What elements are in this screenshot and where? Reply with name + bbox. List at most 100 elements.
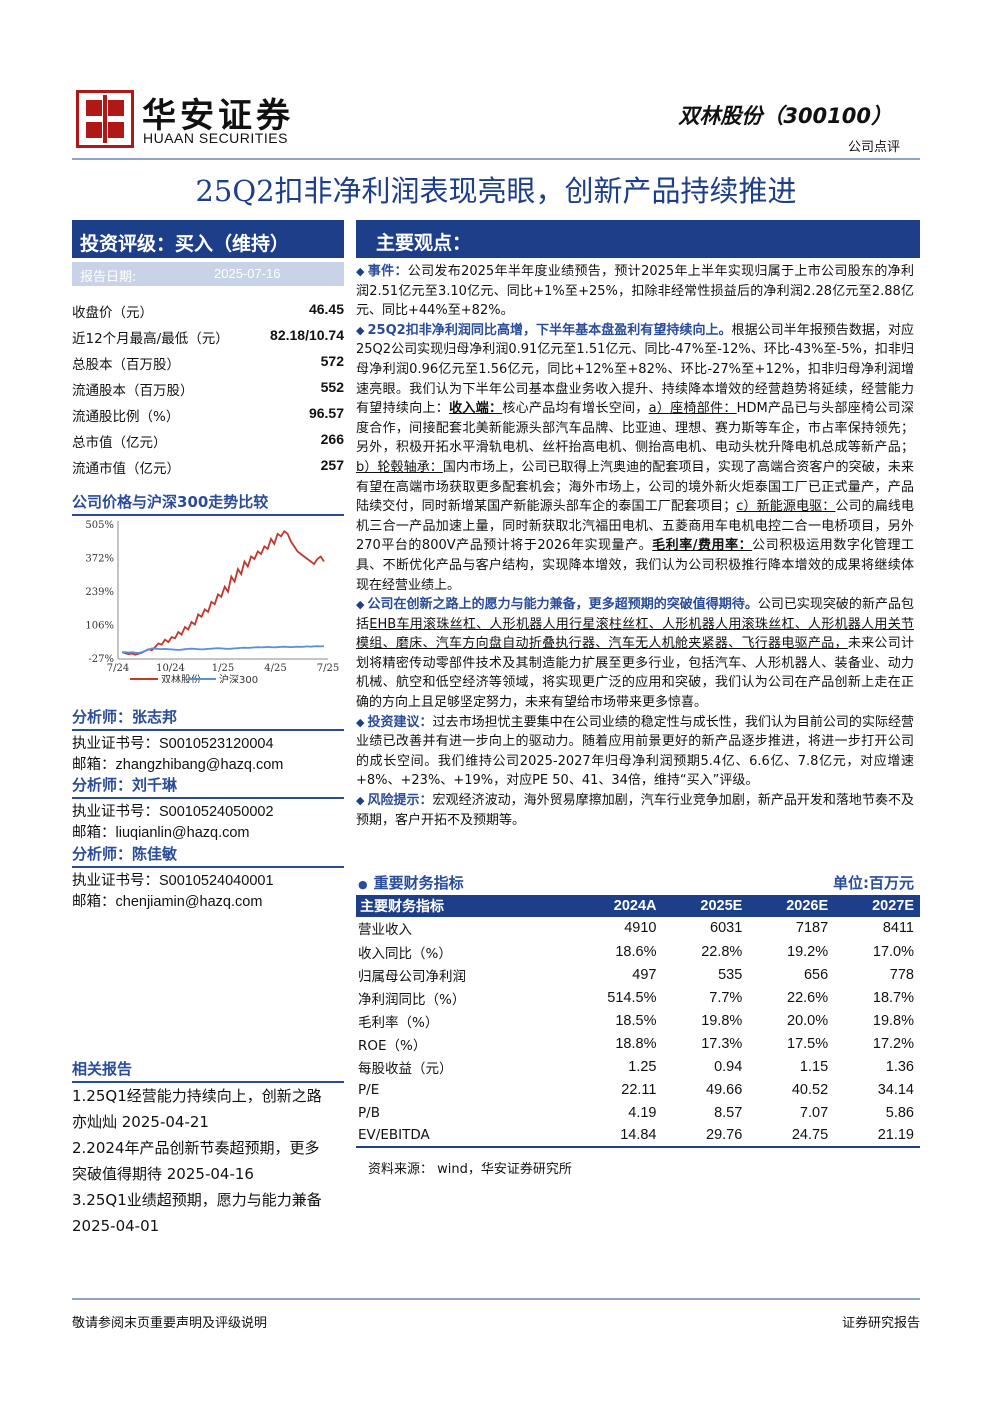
footer-divider xyxy=(72,1298,920,1300)
footer-report-type: 证券研究报告 xyxy=(841,1316,920,1331)
fin-cell: 8411 xyxy=(834,917,920,941)
analyst-name: 分析师：刘千琳 xyxy=(72,774,344,799)
market-info-label: 近12个月最高/最低（元） xyxy=(72,331,229,347)
diamond-bullet-icon: ◆ xyxy=(356,323,365,337)
fin-col-header: 主要财务指标 xyxy=(356,895,564,917)
fin-cell: 7.07 xyxy=(748,1101,835,1125)
header-divider xyxy=(72,158,920,160)
market-info-value: 96.57 xyxy=(308,405,344,421)
table-row: 营业收入 4910 6031 7187 8411 xyxy=(356,917,920,941)
fin-cell: 17.0% xyxy=(834,940,920,964)
x-tick-label: 4/25 xyxy=(264,663,286,674)
table-row: 毛利率（%） 18.5% 19.8% 20.0% 19.8% xyxy=(356,1008,920,1033)
table-row: 净利润同比（%） 514.5% 7.7% 22.6% 18.7% xyxy=(356,986,920,1010)
fin-section-head: ● 重要财务指标 单位:百万元 xyxy=(356,870,920,894)
fin-row-label: EV/EBITDA xyxy=(356,1124,564,1148)
fin-row-label: 净利润同比（%） xyxy=(356,986,564,1010)
market-info-label: 流通股比例（%） xyxy=(72,409,180,425)
fin-cell: 778 xyxy=(834,963,920,987)
market-info-row: 总市值（亿元） 266 xyxy=(72,429,344,451)
analyst-name: 分析师：张志邦 xyxy=(72,706,344,731)
x-tick-label: 7/24 xyxy=(107,663,129,674)
fin-cell: 7187 xyxy=(748,917,835,941)
market-info-row: 流通市值（亿元） 257 xyxy=(72,455,344,477)
fin-cell: 34.14 xyxy=(834,1078,920,1102)
price-chart: 505% 372% 239% 106% -27% 7/24 10/24 1/25 4/25 7/2… xyxy=(72,513,344,686)
table-row: 每股收益（元） 1.25 0.94 1.15 1.36 xyxy=(356,1054,920,1079)
report-date-row: 报告日期: 2025-07-16 xyxy=(72,262,344,286)
fin-cell: 8.57 xyxy=(662,1101,749,1125)
report-date-label: 报告日期: xyxy=(80,270,137,285)
table-row: 收入同比（%） 18.6% 22.8% 19.2% 17.0% xyxy=(356,940,920,964)
fin-cell: 18.5% xyxy=(563,1008,663,1033)
analyst-name: 分析师：陈佳敏 xyxy=(72,843,344,868)
paragraph-innovation: ◆ 公司在创新之路上的愿力与能力兼备，更多超预期的突破值得期待。公司已实现突破的新… xyxy=(356,597,914,711)
market-info-value: 572 xyxy=(320,353,344,369)
analyst-email: 邮箱：liuqianlin@hazq.com xyxy=(72,825,250,841)
fin-header-row: 主要财务指标 2024A 2025E 2026E 2027E xyxy=(356,895,920,917)
fin-cell: 22.11 xyxy=(563,1078,663,1102)
market-info-value: 552 xyxy=(320,379,344,395)
fin-cell: 7.7% xyxy=(662,986,749,1010)
diamond-bullet-icon: ◆ xyxy=(356,794,365,808)
related-report-line: 亦灿灿 2025-04-21 xyxy=(72,1113,209,1131)
related-report-line: 突破值得期待 2025-04-16 xyxy=(72,1165,254,1183)
diamond-bullet-icon: ◆ xyxy=(356,598,365,612)
table-row: P/E 22.11 49.66 40.52 34.14 xyxy=(356,1078,920,1102)
data-source: 资料来源： wind，华安证券研究所 xyxy=(368,1162,572,1177)
fin-row-label: 收入同比（%） xyxy=(356,940,564,964)
fin-row-label: 归属母公司净利润 xyxy=(356,963,564,987)
main-view-body: ◆ 事件：公司发布2025年半年度业绩预告，预计2025年上半年实现归属于上市公司… xyxy=(356,262,914,830)
y-tick-label: 372% xyxy=(85,554,114,565)
market-info-row: 流通股本（百万股） 552 xyxy=(72,377,344,399)
stock-name: 双林股份（300100） xyxy=(678,104,892,128)
analyst-email: 邮箱：zhangzhibang@hazq.com xyxy=(72,757,284,773)
fin-cell: 22.8% xyxy=(662,940,749,964)
analyst-cert: 执业证书号：S0010524040001 xyxy=(72,873,274,889)
main-view-bar: 主要观点： xyxy=(356,220,920,258)
legend-label: 双林股份 xyxy=(161,673,201,683)
table-row: EV/EBITDA 14.84 29.76 24.75 21.19 xyxy=(356,1124,920,1148)
x-tick-label: 10/24 xyxy=(156,663,185,674)
market-info-value: 266 xyxy=(320,431,344,447)
y-tick-label: 106% xyxy=(85,621,114,632)
fin-cell: 18.7% xyxy=(834,986,920,1010)
market-info-label: 流通股本（百万股） xyxy=(72,383,194,399)
table-row: ROE（%） 18.8% 17.3% 17.5% 17.2% xyxy=(356,1032,920,1056)
report-type: 公司点评 xyxy=(847,140,900,155)
logo-text-cn: 华安证券 xyxy=(142,96,294,136)
table-row: P/B 4.19 8.57 7.07 5.86 xyxy=(356,1101,920,1125)
market-info-value: 46.45 xyxy=(308,301,344,317)
fin-cell: 40.52 xyxy=(748,1078,835,1102)
price-chart-svg: 505% 372% 239% 106% -27%7/24 10/24 1/25 4/25 7/2… xyxy=(85,520,339,686)
fin-unit: 单位:百万元 xyxy=(833,874,914,892)
report-date: 2025-07-16 xyxy=(214,266,281,281)
analyst-cert: 执业证书号：S0010524050002 xyxy=(72,804,274,820)
market-info-row: 收盘价（元） 46.45 xyxy=(72,299,344,321)
market-info-value: 257 xyxy=(320,457,344,473)
fin-cell: 4.19 xyxy=(563,1101,663,1125)
fin-cell: 1.36 xyxy=(834,1054,920,1079)
fin-section-title: ● 重要财务指标 xyxy=(358,874,464,892)
fin-col-header: 2026E xyxy=(748,895,835,917)
fin-cell: 0.94 xyxy=(662,1054,749,1079)
paragraph-risk: ◆ 风险提示：宏观经济波动，海外贸易摩擦加剧，汽车行业竞争加剧，新产品开发和落地节… xyxy=(356,793,914,828)
diamond-bullet-icon: ◆ xyxy=(356,715,365,729)
related-report-line: 3.25Q1业绩超预期，愿力与能力兼备 xyxy=(72,1191,322,1209)
market-info-row: 近12个月最高/最低（元） 82.18/10.74 xyxy=(72,325,344,347)
fin-col-header: 2024A xyxy=(563,895,663,917)
fin-row-label: 营业收入 xyxy=(356,917,564,941)
fin-row-label: 毛利率（%） xyxy=(356,1008,564,1033)
fin-col-header: 2027E xyxy=(834,895,920,917)
series-line-0 xyxy=(121,530,325,656)
fin-cell: 1.15 xyxy=(748,1054,835,1079)
paragraph-q2: ◆ 25Q2扣非净利润同比高增，下半年基本盘盈利有望持续向上。根据公司半年报预告数… xyxy=(356,322,914,593)
paragraph-event: ◆ 事件：公司发布2025年半年度业绩预告，预计2025年上半年实现归属于上市公司… xyxy=(356,264,914,319)
fin-cell: 19.2% xyxy=(748,940,835,964)
fin-cell: 5.86 xyxy=(834,1101,920,1125)
fin-cell: 24.75 xyxy=(748,1124,835,1148)
fin-cell: 19.8% xyxy=(834,1008,920,1033)
analyst-email: 邮箱：chenjiamin@hazq.com xyxy=(72,894,263,910)
fin-cell: 18.6% xyxy=(563,940,663,964)
paragraph-investment: ◆ 投资建议：过去市场担忧主要集中在公司业绩的稳定性与成长性，我们认为目前公司的实… xyxy=(356,714,914,789)
